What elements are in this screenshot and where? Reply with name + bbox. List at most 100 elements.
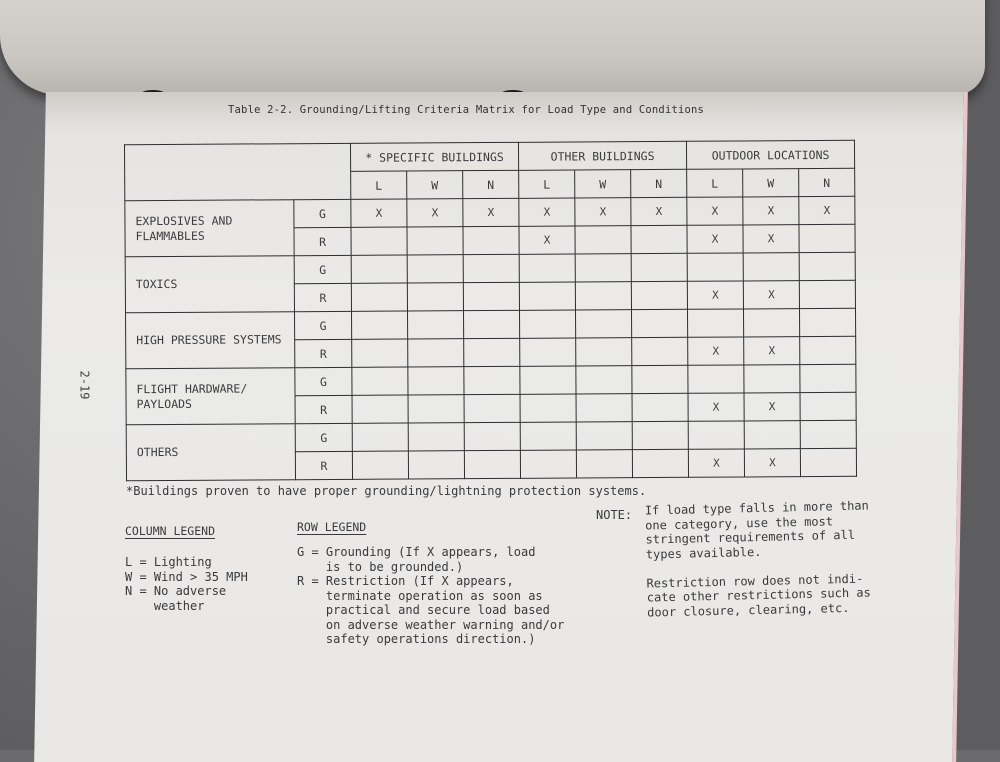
- matrix-cell: [350, 227, 408, 256]
- matrix-cell: [800, 420, 857, 449]
- load-type-label: EXPLOSIVES AND FLAMMABLES: [124, 199, 295, 257]
- matrix-cell: [408, 394, 465, 424]
- matrix-cell: [351, 311, 408, 340]
- note-label: NOTE:: [596, 508, 633, 522]
- condition-header: N: [798, 168, 855, 197]
- matrix-cell: [408, 422, 465, 452]
- row-code: R: [293, 227, 352, 256]
- matrix-cell: [520, 393, 577, 423]
- matrix-cell: X: [518, 225, 576, 255]
- matrix-cell: [462, 226, 520, 255]
- table-row: OTHERS G: [126, 420, 857, 481]
- matrix-cell: [576, 449, 633, 478]
- matrix-cell: X: [518, 197, 575, 227]
- matrix-cell: [575, 253, 632, 282]
- row-code: R: [294, 283, 352, 312]
- matrix-cell: X: [462, 198, 519, 227]
- matrix-cell: [463, 338, 520, 367]
- matrix-cell: [463, 254, 520, 283]
- row-legend-text: G = Grounding (If X appears, load is to …: [297, 545, 565, 646]
- matrix-cell: [575, 281, 632, 310]
- matrix-cell: X: [742, 196, 799, 225]
- matrix-cell: [575, 309, 632, 338]
- matrix-cell: [574, 225, 632, 254]
- matrix-cell: [687, 252, 744, 282]
- matrix-cell: [463, 282, 520, 311]
- matrix-cell: X: [744, 448, 801, 477]
- footnote: *Buildings proven to have proper groundi…: [126, 484, 647, 498]
- matrix-cell: X: [630, 197, 687, 226]
- facing-page: [0, 0, 985, 95]
- column-legend-heading: COLUMN LEGEND: [125, 524, 216, 538]
- row-legend-heading: ROW LEGEND: [297, 520, 367, 534]
- matrix-cell: [351, 255, 408, 284]
- matrix-cell: [464, 422, 521, 451]
- matrix-cell: [352, 395, 409, 424]
- matrix-cell: X: [688, 392, 745, 422]
- table-row: FLIGHT HARDWARE/ PAYLOADS G: [125, 364, 857, 425]
- matrix-cell: [408, 450, 465, 480]
- condition-header: L: [686, 168, 743, 198]
- matrix-cell: [743, 252, 800, 281]
- row-code: R: [295, 451, 353, 480]
- matrix-cell: [520, 449, 577, 479]
- matrix-cell: X: [574, 197, 631, 226]
- matrix-cell: [631, 337, 688, 366]
- matrix-cell: [575, 337, 632, 366]
- matrix-cell: [800, 448, 857, 477]
- table-row: HIGH PRESSURE SYSTEMS G: [125, 308, 856, 369]
- corner-cell: [124, 143, 351, 201]
- matrix-cell: [798, 224, 856, 253]
- matrix-cell: [632, 393, 689, 422]
- matrix-cell: [352, 423, 409, 452]
- matrix-cell: [351, 339, 408, 368]
- row-code: G: [294, 255, 352, 284]
- matrix-cell: [407, 310, 464, 340]
- matrix-cell: [799, 252, 856, 281]
- matrix-cell: [406, 226, 464, 256]
- matrix-cell: [630, 225, 688, 254]
- matrix-cell: X: [406, 198, 463, 228]
- criteria-matrix-table: * SPECIFIC BUILDINGS OTHER BUILDINGS OUTDO…: [124, 140, 857, 481]
- load-type-label: HIGH PRESSURE SYSTEMS: [125, 311, 295, 369]
- group-header: OUTDOOR LOCATIONS: [686, 140, 855, 170]
- matrix-cell: [464, 394, 521, 423]
- matrix-cell: X: [743, 336, 800, 365]
- matrix-cell: [576, 421, 633, 450]
- row-code: G: [295, 423, 353, 452]
- row-code: R: [294, 339, 352, 368]
- matrix-cell: [519, 281, 576, 311]
- matrix-cell: X: [686, 224, 744, 254]
- condition-header: W: [406, 170, 463, 200]
- matrix-cell: [352, 451, 409, 480]
- matrix-cell: [800, 392, 857, 421]
- matrix-cell: X: [742, 224, 800, 253]
- condition-header: W: [574, 169, 631, 198]
- row-code: G: [293, 199, 351, 228]
- table-row: EXPLOSIVES AND FLAMMABLES G X X X X X X X X X: [124, 196, 855, 257]
- matrix-cell: X: [687, 336, 744, 366]
- load-type-label: FLIGHT HARDWARE/ PAYLOADS: [125, 367, 296, 425]
- matrix-cell: X: [687, 280, 744, 310]
- matrix-cell: [631, 309, 688, 338]
- matrix-cell: [351, 367, 409, 396]
- matrix-cell: [687, 364, 745, 394]
- table-title: Table 2-2. Grounding/Lifting Criteria Ma…: [228, 104, 705, 116]
- group-header: OTHER BUILDINGS: [518, 141, 687, 171]
- matrix-cell: [632, 421, 689, 450]
- matrix-cell: [519, 365, 577, 395]
- load-type-label: TOXICS: [125, 255, 295, 313]
- matrix-cell: [799, 364, 857, 393]
- condition-header: L: [350, 171, 407, 200]
- matrix-cell: [520, 421, 577, 451]
- condition-header: N: [630, 169, 687, 198]
- matrix-cell: [463, 310, 520, 339]
- matrix-cell: [631, 365, 689, 394]
- matrix-cell: [631, 253, 688, 282]
- row-code: G: [294, 311, 352, 340]
- matrix-cell: [688, 420, 745, 450]
- matrix-cell: X: [688, 448, 745, 478]
- column-legend-text: L = Lighting W = Wind > 35 MPH N = No ad…: [125, 555, 248, 613]
- matrix-cell: X: [744, 392, 801, 421]
- matrix-cell: [631, 281, 688, 310]
